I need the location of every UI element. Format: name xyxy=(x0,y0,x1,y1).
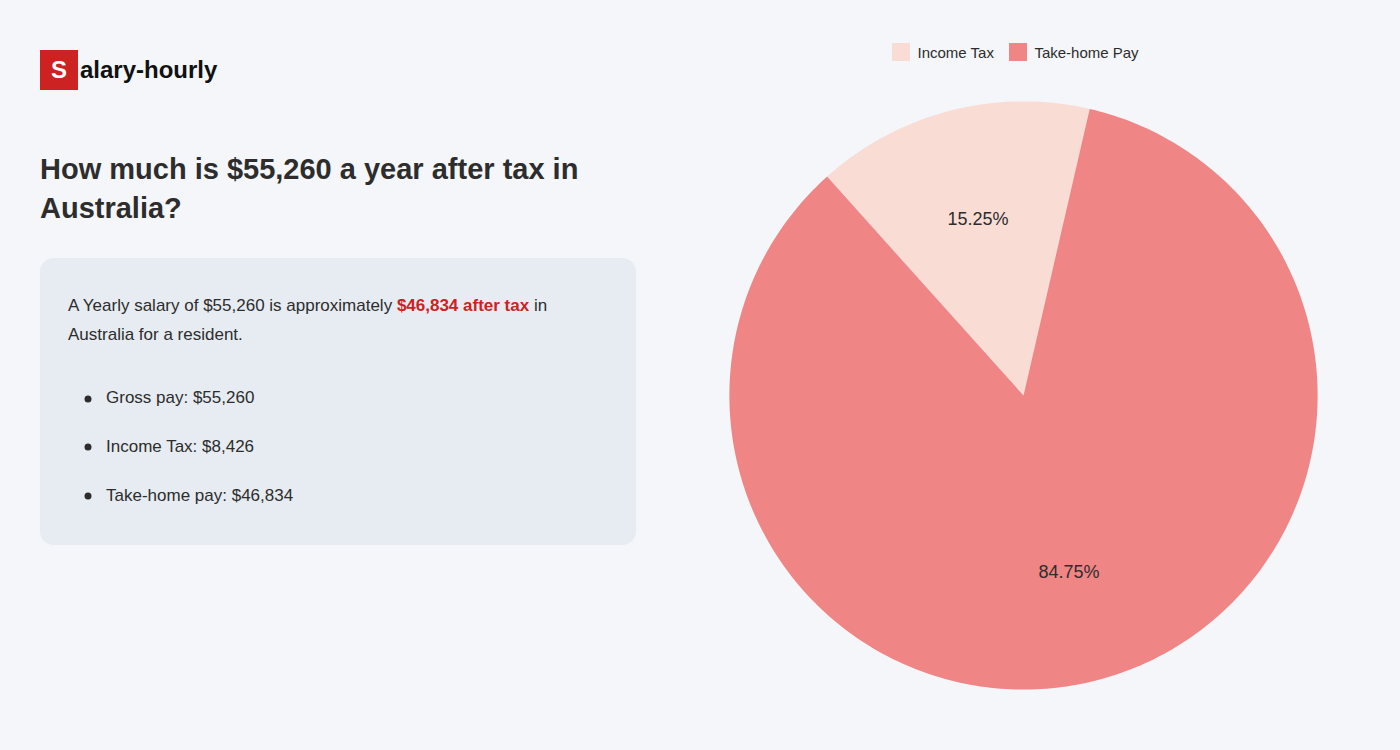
svg-text:84.75%: 84.75% xyxy=(1038,561,1099,581)
html-text:S: S xyxy=(51,56,67,83)
html-text:Take-home Pay: Take-home Pay xyxy=(1034,43,1139,61)
html-text:Income Tax: Income Tax xyxy=(917,43,994,61)
html-text:Take-home pay: $46,834: Take-home pay: $46,834 xyxy=(106,485,294,505)
html-text:How much is $55,260 a year aft: How much is $55,260 a year after tax in … xyxy=(40,153,579,225)
html-text:Australia for a resident.: Australia for a resident. xyxy=(68,325,243,345)
html-text:Income Tax: $8,426: Income Tax: $8,426 xyxy=(106,437,255,456)
html-text:alary-hourly: alary-hourly xyxy=(80,56,218,83)
svg-text:15.25%: 15.25% xyxy=(947,208,1008,228)
html-text:Gross pay: $55,260: Gross pay: $55,260 xyxy=(106,388,255,408)
html-text:A Yearly salary of $55,260 is: A Yearly salary of $55,260 is approximat… xyxy=(68,296,548,316)
